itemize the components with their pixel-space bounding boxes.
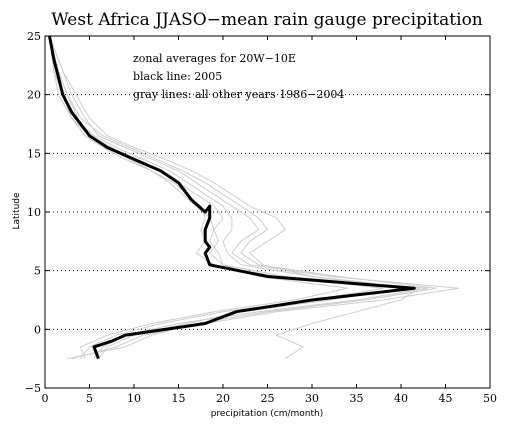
y-tick-label: 5 [34,265,41,278]
highlight-series-group [48,35,416,360]
background-series-line [49,35,421,360]
y-tick-label: −5 [25,382,41,395]
x-axis-label: precipitation (cm/month) [211,409,324,419]
x-tick-label: 20 [216,392,230,405]
x-tick-label: 0 [42,392,49,405]
x-tick-label: 30 [305,392,319,405]
annotation-line: zonal averages for 20W−10E [133,52,296,65]
annotation-line: black line: 2005 [133,70,222,83]
highlight-series-line-2005 [48,35,416,360]
y-tick-label: 15 [27,147,41,160]
y-tick-label: 20 [27,89,41,102]
background-series-line [49,35,459,360]
x-tick-label: 45 [439,392,453,405]
annotation-line: gray lines: all other years 1986−2004 [133,88,344,101]
x-tick-label: 15 [172,392,186,405]
y-tick-label: 25 [27,30,41,43]
x-tick-label: 5 [86,392,93,405]
chart-title: West Africa JJASO−mean rain gauge precip… [51,10,483,30]
y-tick-label: 10 [27,206,41,219]
annotations: zonal averages for 20W−10E black line: 20… [133,52,344,101]
x-tick-label: 35 [350,392,364,405]
background-series-line [49,35,384,360]
x-tick-label: 50 [483,392,497,405]
x-tick-label: 25 [261,392,275,405]
background-series-line [49,35,348,359]
y-axis-label: Latitude [12,192,22,230]
y-tick-label: 0 [34,323,41,336]
x-tick-label: 10 [127,392,141,405]
background-series-line [49,35,437,360]
x-tick-label: 40 [394,392,408,405]
